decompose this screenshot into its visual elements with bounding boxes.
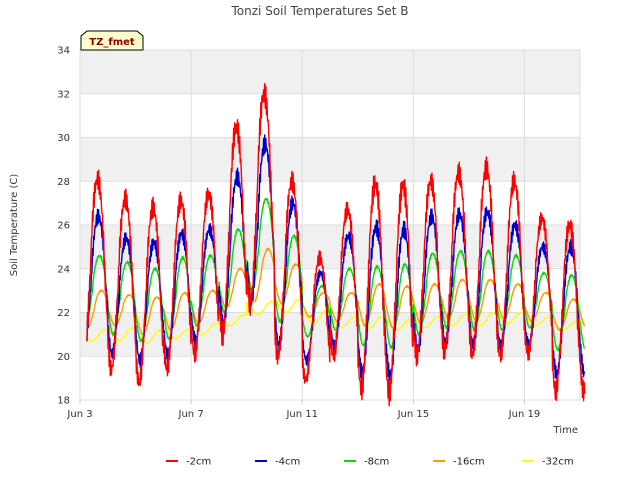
x-tick-label: Jun 15 xyxy=(397,409,430,420)
x-tick-label: Jun 3 xyxy=(66,409,92,420)
site-tag-box xyxy=(80,30,144,51)
series-line xyxy=(86,247,586,336)
chart-title: Tonzi Soil Temperatures Set B xyxy=(231,4,409,18)
legend-label: -16cm xyxy=(453,457,485,468)
y-axis-ticks: 18 20 22 24 26 28 30 32 34 xyxy=(57,46,70,407)
x-axis-ticks: Jun 3 Jun 7 Jun 11 Jun 15 Jun 19 xyxy=(66,400,540,420)
y-tick-label: 26 xyxy=(57,221,70,232)
series-line xyxy=(86,82,586,407)
y-tick-label: 22 xyxy=(57,308,70,319)
grid-band xyxy=(80,137,580,182)
legend-label: -4cm xyxy=(275,457,300,468)
y-tick-label: 34 xyxy=(57,46,70,57)
y-tick-label: 28 xyxy=(57,177,70,188)
y-tick-label: 18 xyxy=(57,396,70,407)
y-tick-label: 20 xyxy=(57,352,70,363)
y-axis-title: Soil Temperature (C) xyxy=(9,174,20,277)
x-tick-label: Jun 11 xyxy=(285,409,318,420)
legend-label: -2cm xyxy=(186,457,211,468)
x-tick-label: Jun 7 xyxy=(178,409,204,420)
y-tick-label: 30 xyxy=(57,133,70,144)
legend-label: -8cm xyxy=(364,457,389,468)
y-tick-label: 24 xyxy=(57,264,70,275)
plot-border xyxy=(79,49,581,401)
y-tick-label: 32 xyxy=(57,89,70,100)
site-tag-label: TZ_fmet xyxy=(89,37,135,48)
grid-band xyxy=(80,225,580,269)
site-tag: TZ_fmet xyxy=(80,30,144,51)
x-tick-label: Jun 19 xyxy=(508,409,541,420)
legend-label: -32cm xyxy=(542,457,574,468)
x-axis-title: Time xyxy=(553,425,578,436)
series-lines xyxy=(86,82,586,407)
legend: -2cm -4cm -8cm -16cm -32cm xyxy=(166,457,574,468)
grid-band xyxy=(80,50,580,94)
